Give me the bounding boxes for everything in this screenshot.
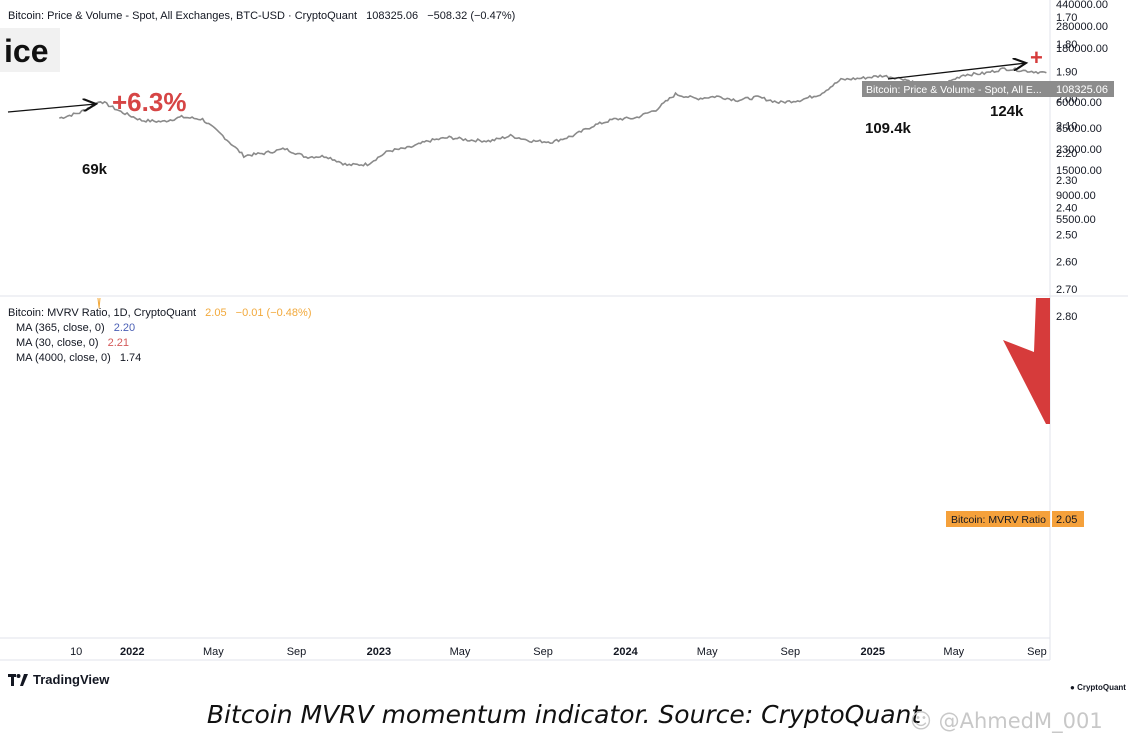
label-69k: 69k (82, 161, 108, 178)
price-header-change: −508.32 (−0.47%) (427, 10, 515, 22)
price-series-tag (862, 81, 1052, 97)
mvrv-y-tick: 1.70 (1056, 12, 1077, 24)
mvrv-y-tick: 1.90 (1056, 66, 1077, 78)
mvrv-pane-header: Bitcoin: MVRV Ratio, 1D, CryptoQuant 2.0… (8, 307, 312, 319)
ma30-legend[interactable]: MA (30, close, 0) 2.21 (16, 337, 129, 349)
mvrv-y-tick: 2.80 (1056, 311, 1077, 323)
price-y-tick: 280000.00 (1056, 21, 1108, 33)
arrow-left-annotation (7, 104, 96, 113)
mvrv-series-tag (946, 511, 1050, 527)
mvrv-y-tick: 2.70 (1056, 284, 1077, 296)
x-tick-label: Sep (287, 646, 307, 658)
x-tick-label: May (697, 646, 718, 658)
time-x-axis[interactable]: 10 2022 May Sep 2023 May Sep 2024 May Sep 2025 May S… (70, 646, 1047, 658)
mvrv-value-tag-text: 2.05 (1056, 514, 1077, 526)
x-tick-label: Sep (781, 646, 801, 658)
watermark: ☺ @AhmedM_001 (910, 708, 1103, 733)
x-tick-label: Sep (1027, 646, 1047, 658)
mvrv-y-tick: 2.30 (1056, 175, 1077, 187)
mvrv-y-tick: 2.40 (1056, 202, 1077, 214)
price-y-axis[interactable]: 440000.00 280000.00 180000.00 60000.00 35000… (1056, 0, 1108, 226)
chart-canvas: 440000.00 280000.00 180000.00 60000.00 35000… (0, 0, 1128, 661)
tradingview-label: TradingView (33, 672, 110, 687)
mvrv-header-value: 2.05 (205, 307, 226, 319)
mvrv-header-name: Bitcoin: MVRV Ratio, 1D, CryptoQuant (8, 307, 196, 319)
x-tick-label: May (203, 646, 224, 658)
x-tick-label: 2025 (861, 646, 885, 658)
pct-annotation: +6.3% (112, 87, 186, 117)
price-series-line (59, 67, 1047, 167)
mvrv-value-tag (1052, 511, 1084, 527)
price-y-tick: 180000.00 (1056, 43, 1108, 55)
tradingview-logo[interactable]: TradingView (8, 672, 109, 687)
ma4000-legend[interactable]: MA (4000, close, 0) 1.74 (16, 352, 141, 364)
mvrv-y-tick: 2.50 (1056, 230, 1077, 242)
cryptoquant-label: CryptoQuant (1077, 683, 1126, 692)
mvrv-series-tag-text: Bitcoin: MVRV Ratio (951, 514, 1046, 526)
x-tick-label: 2024 (613, 646, 638, 658)
price-value-tag-text: 108325.06 (1056, 84, 1108, 96)
price-pane-header: Bitcoin: Price & Volume - Spot, All Exch… (8, 10, 515, 22)
price-y-tick: 15000.00 (1056, 165, 1102, 177)
price-y-tick: 35000.00 (1056, 123, 1102, 135)
x-tick-label: Sep (533, 646, 553, 658)
price-y-tick: 9000.00 (1056, 190, 1096, 202)
price-series-tag-text: Bitcoin: Price & Volume - Spot, All E... (866, 84, 1042, 96)
x-tick-label: May (450, 646, 471, 658)
mvrv-header-change: −0.01 (−0.48%) (236, 307, 312, 319)
mvrv-y-tick: 2.60 (1056, 257, 1077, 269)
figure-caption: Bitcoin MVRV momentum indicator. Source:… (206, 700, 922, 729)
price-y-tick: 440000.00 (1056, 0, 1108, 11)
x-tick-label: 10 (70, 646, 82, 658)
title-overlay-box (0, 28, 60, 72)
mvrv-y-tick: 2.20 (1056, 148, 1077, 160)
price-y-tick: 60000.00 (1056, 97, 1102, 109)
plus-icon: + (1030, 45, 1043, 70)
x-tick-label: 2023 (367, 646, 391, 658)
weibo-icon: ☺ (910, 709, 932, 733)
arrow-right-annotation (887, 63, 1026, 80)
price-y-tick: 5500.00 (1056, 214, 1096, 226)
label-109k: 109.4k (865, 120, 912, 137)
x-tick-label: May (943, 646, 964, 658)
price-header-last: 108325.06 (366, 10, 418, 22)
price-y-tick: 23000.00 (1056, 144, 1102, 156)
mvrv-y-tick: 1.80 (1056, 39, 1077, 51)
x-tick-label: 2022 (120, 646, 144, 658)
red-down-arrow-icon (1003, 298, 1050, 424)
price-value-tag (1052, 81, 1114, 97)
label-124k: 124k (990, 103, 1024, 120)
overlay-title: ice (4, 33, 48, 69)
watermark-handle: @AhmedM_001 (938, 709, 1103, 733)
tradingview-icon (8, 673, 28, 686)
ma365-legend[interactable]: MA (365, close, 0) 2.20 (16, 322, 135, 334)
price-pane (59, 67, 1047, 167)
mvrv-y-axis[interactable]: 2.802.702.602.502.402.302.202.102.001.90… (1056, 12, 1077, 323)
mvrv-y-tick: 2.10 (1056, 121, 1077, 133)
cryptoquant-logo: ● CryptoQuant (1070, 683, 1126, 692)
cryptoquant-icon: ● (1070, 683, 1075, 692)
price-header-name: Bitcoin: Price & Volume - Spot, All Exch… (8, 10, 357, 22)
